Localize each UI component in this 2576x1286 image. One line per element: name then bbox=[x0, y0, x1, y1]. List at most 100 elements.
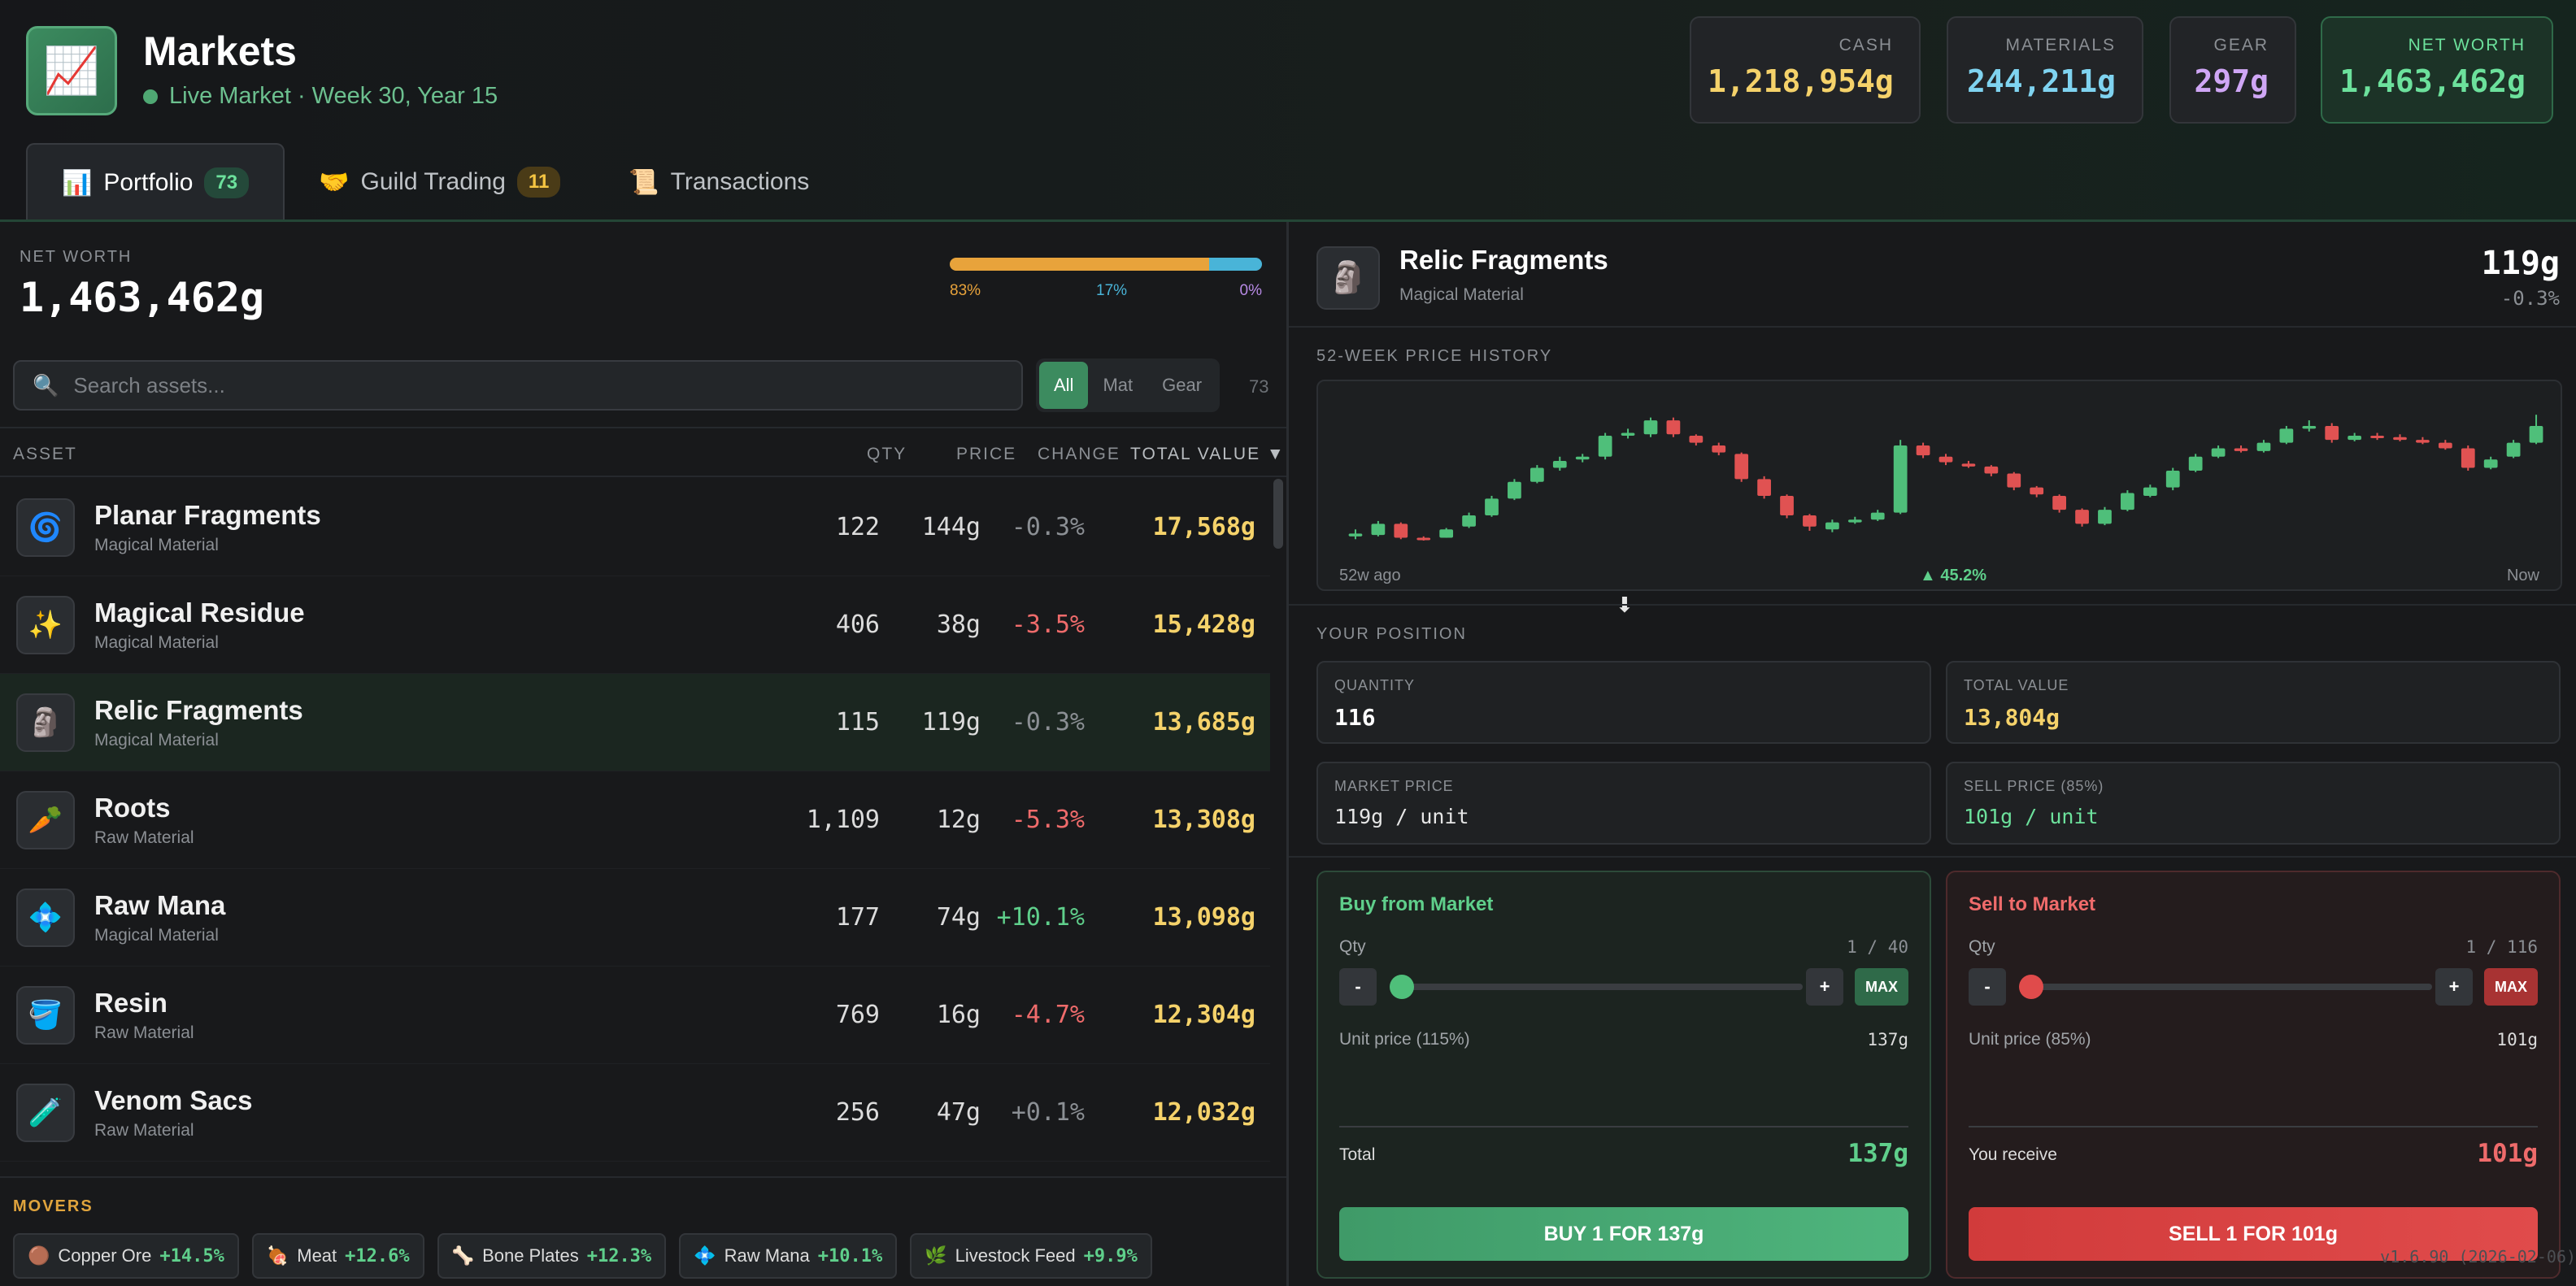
tab-transactions-label: Transactions bbox=[670, 168, 810, 195]
asset-row[interactable]: 🌀 Planar Fragments Magical Material 122 144g… bbox=[0, 479, 1270, 576]
buy-qty-slider[interactable] bbox=[1390, 975, 1803, 999]
mover-change: +14.5% bbox=[159, 1245, 224, 1266]
asset-type: Magical Material bbox=[94, 926, 219, 945]
buy-total-row: Total 137g bbox=[1339, 1126, 1908, 1168]
column-change[interactable]: CHANGE bbox=[1038, 445, 1120, 463]
candle-body bbox=[2030, 487, 2044, 495]
buy-slider-handle[interactable] bbox=[1390, 975, 1414, 999]
mover-chip[interactable]: 🍖 Meat +12.6% bbox=[251, 1233, 424, 1279]
sell-increment-button[interactable]: + bbox=[2435, 968, 2473, 1006]
column-asset[interactable]: ASSET bbox=[13, 445, 77, 463]
sell-slider-handle[interactable] bbox=[2019, 975, 2043, 999]
asset-price: 47g bbox=[936, 1098, 981, 1127]
candle-body bbox=[1780, 495, 1794, 516]
gear-stat-label: GEAR bbox=[2213, 36, 2269, 54]
your-position-label: YOUR POSITION bbox=[1316, 625, 1467, 643]
buy-confirm-button[interactable]: BUY 1 FOR 137g bbox=[1339, 1207, 1908, 1261]
mover-name: Raw Mana bbox=[724, 1245, 810, 1266]
tab-guild-trading[interactable]: 🤝 Guild Trading 11 bbox=[285, 143, 594, 221]
asset-type: Magical Material bbox=[94, 633, 219, 652]
sell-unit-price-value: 101g bbox=[2496, 1030, 2538, 1049]
mover-change: +9.9% bbox=[1083, 1245, 1138, 1266]
column-total-value[interactable]: TOTAL VALUE ▼ bbox=[1130, 445, 1286, 463]
candle-body bbox=[1348, 533, 1363, 537]
asset-type: Magical Material bbox=[94, 731, 219, 749]
mover-chip[interactable]: 💠 Raw Mana +10.1% bbox=[679, 1233, 898, 1279]
buy-increment-button[interactable]: + bbox=[1806, 968, 1843, 1006]
cash-stat-label: CASH bbox=[1838, 36, 1893, 54]
asset-type: Raw Material bbox=[94, 828, 194, 847]
allocation-label-other: 0% bbox=[1239, 282, 1262, 299]
asset-icon: 💠 bbox=[16, 888, 75, 947]
net-worth-stat: NET WORTH 1,463,462g bbox=[2321, 16, 2553, 124]
panel-splitter[interactable] bbox=[1286, 222, 1289, 1286]
candle-body bbox=[1916, 445, 1930, 456]
candle-body bbox=[2461, 448, 2475, 468]
buy-qty-slider-row: - + MAX bbox=[1339, 968, 1908, 1006]
sell-panel: Sell to Market Qty 1 / 116 - + MAX Unit … bbox=[1946, 871, 2561, 1279]
allocation-segment-materials bbox=[950, 258, 1209, 271]
candle-body bbox=[1552, 460, 1567, 468]
sell-qty-slider[interactable] bbox=[2019, 975, 2432, 999]
buy-decrement-button[interactable]: - bbox=[1339, 968, 1377, 1006]
buy-max-button[interactable]: MAX bbox=[1855, 968, 1908, 1006]
asset-row[interactable]: 🪣 Resin Raw Material 769 16g -4.7% 12,304g bbox=[0, 967, 1270, 1064]
price-history-chart: 52w ago ▲ 45.2% Now bbox=[1316, 380, 2562, 591]
candle-body bbox=[2506, 442, 2521, 457]
filter-gear-button[interactable]: Gear bbox=[1162, 375, 1203, 395]
candle-body bbox=[1462, 515, 1476, 527]
mover-chip[interactable]: 🟤 Copper Ore +14.5% bbox=[13, 1233, 239, 1279]
mover-icon: 🍖 bbox=[266, 1245, 289, 1266]
asset-row[interactable]: 🥕 Roots Raw Material 1,109 12g -5.3% 13,308g bbox=[0, 771, 1270, 869]
net-worth-value: 1,463,462g bbox=[20, 274, 265, 321]
candle-body bbox=[1803, 515, 1817, 527]
sell-max-button[interactable]: MAX bbox=[2484, 968, 2538, 1006]
sell-total-label: You receive bbox=[1969, 1145, 2057, 1164]
asset-detail-header: 🗿 Relic Fragments Magical Material 119g … bbox=[1289, 222, 2576, 328]
asset-change: -0.3% bbox=[1011, 513, 1085, 541]
buy-panel-title: Buy from Market bbox=[1339, 893, 1494, 915]
asset-price: 16g bbox=[936, 1001, 981, 1029]
sell-qty-row: Qty 1 / 116 bbox=[1969, 937, 2538, 957]
asset-qty: 769 bbox=[835, 1001, 880, 1029]
column-price[interactable]: PRICE bbox=[956, 445, 1017, 463]
asset-row[interactable]: 💠 Raw Mana Magical Material 177 74g +10.1% 13,… bbox=[0, 869, 1270, 967]
buy-total-label: Total bbox=[1339, 1145, 1376, 1164]
candle-body bbox=[2529, 425, 2543, 443]
gear-stat: GEAR 297g bbox=[2169, 16, 2296, 124]
asset-type: Raw Material bbox=[94, 1121, 194, 1140]
sell-decrement-button[interactable]: - bbox=[1969, 968, 2006, 1006]
candle-body bbox=[1371, 524, 1386, 536]
asset-change: +0.1% bbox=[1011, 1098, 1085, 1127]
mover-chip[interactable]: 🦴 Bone Plates +12.3% bbox=[437, 1233, 667, 1279]
candle-body bbox=[2302, 425, 2317, 429]
filter-all-button[interactable]: All bbox=[1039, 362, 1089, 409]
chart-end-label: Now bbox=[2506, 567, 2539, 584]
asset-row[interactable]: 🧪 Venom Sacs Raw Material 256 47g +0.1% 12,032… bbox=[0, 1064, 1270, 1162]
market-price-value: 119g / unit bbox=[1334, 805, 1469, 828]
asset-row[interactable]: ✨ Magical Residue Magical Material 406 38g -3… bbox=[0, 576, 1270, 674]
sell-confirm-button[interactable]: SELL 1 FOR 101g bbox=[1969, 1207, 2538, 1261]
tab-transactions[interactable]: 📜 Transactions bbox=[594, 143, 843, 221]
buy-qty-range: 1 / 40 bbox=[1847, 937, 1908, 957]
asset-total-value: 12,032g bbox=[1152, 1098, 1255, 1127]
candle-body bbox=[2416, 440, 2430, 443]
search-input[interactable] bbox=[73, 372, 1021, 398]
mover-chip[interactable]: 🌿 Livestock Feed +9.9% bbox=[910, 1233, 1152, 1279]
candle-body bbox=[2325, 425, 2339, 441]
asset-total-value: 15,428g bbox=[1152, 610, 1255, 639]
candle-body bbox=[1508, 481, 1521, 499]
tab-guild-trading-label: Guild Trading bbox=[360, 168, 506, 195]
asset-name: Venom Sacs bbox=[94, 1085, 253, 1115]
asset-list-scrollbar[interactable] bbox=[1273, 479, 1283, 549]
asset-table-body: 🌀 Planar Fragments Magical Material 122 144g… bbox=[0, 479, 1270, 1162]
buy-qty-label: Qty bbox=[1339, 937, 1366, 956]
asset-qty: 1,109 bbox=[806, 806, 880, 834]
asset-row[interactable]: 🗿 Relic Fragments Magical Material 115 119g -… bbox=[0, 674, 1270, 771]
column-qty[interactable]: QTY bbox=[867, 445, 907, 463]
candle-body bbox=[1485, 498, 1499, 516]
net-worth-stat-value: 1,463,462g bbox=[2339, 63, 2526, 99]
filter-materials-button[interactable]: Mat bbox=[1103, 375, 1134, 395]
tab-portfolio[interactable]: 📊 Portfolio 73 bbox=[26, 143, 285, 221]
asset-total-value: 13,685g bbox=[1152, 708, 1255, 736]
